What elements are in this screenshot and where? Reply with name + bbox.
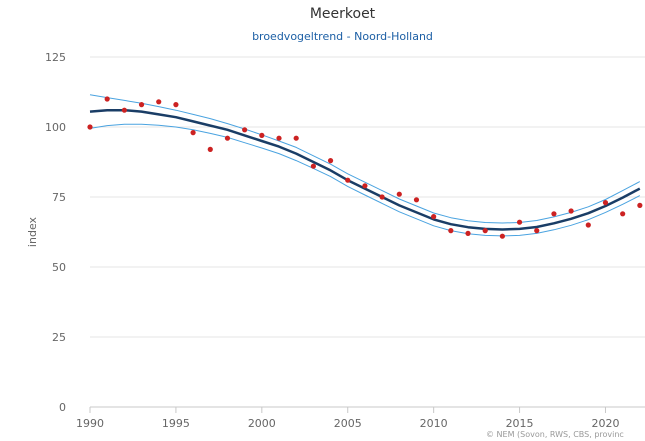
x-tick-label: 2000 (248, 417, 276, 430)
data-point (327, 158, 334, 164)
data-point (568, 208, 574, 214)
plot-area (87, 94, 643, 239)
data-point (242, 127, 248, 133)
chart-credits[interactable]: © NEM (Sovon, RWS, CBS, provinc (486, 430, 624, 439)
y-tick-label: 75 (52, 191, 66, 204)
data-point (379, 194, 385, 200)
data-point (207, 146, 213, 152)
data-point (259, 132, 265, 138)
data-point (276, 135, 282, 141)
chart-subtitle: broedvogeltrend - Noord-Holland (252, 30, 433, 43)
data-point (190, 130, 196, 136)
axes (89, 406, 645, 413)
data-point (551, 211, 557, 217)
data-point (293, 135, 299, 141)
y-tick-label: 100 (45, 121, 66, 134)
data-point (602, 200, 609, 206)
axis-labels: 0 25 50 75 100 125 1990 1995 2000 2005 2010 2015 202… (26, 51, 619, 430)
data-point (121, 107, 127, 113)
data-point (499, 233, 505, 239)
data-point (620, 211, 626, 217)
data-point (224, 135, 231, 141)
data-point (585, 222, 591, 228)
data-point (431, 214, 437, 220)
y-tick-label: 25 (52, 331, 66, 344)
x-tick-label: 2020 (591, 417, 619, 430)
data-point (173, 102, 179, 108)
data-point (362, 183, 368, 189)
y-tick-label: 0 (59, 401, 66, 414)
chart-title: Meerkoet (309, 6, 376, 22)
data-point (637, 202, 643, 208)
y-tick-label: 50 (52, 261, 66, 274)
confidence-lower-line (89, 123, 641, 237)
y-axis-label: index (26, 216, 39, 247)
data-point (138, 102, 145, 108)
y-tick-label: 125 (45, 51, 66, 64)
data-point (448, 228, 454, 234)
grid-lines (90, 56, 645, 338)
trend-line (89, 108, 641, 231)
confidence-upper-line (89, 94, 641, 224)
x-tick-label: 2015 (506, 417, 534, 430)
data-point (345, 177, 351, 183)
data-point (104, 96, 110, 102)
data-point (396, 191, 402, 197)
data-point (310, 163, 316, 169)
data-point (413, 197, 420, 203)
data-point (87, 124, 93, 130)
x-tick-label: 1995 (162, 417, 190, 430)
x-tick-label: 2005 (334, 417, 362, 430)
data-point (516, 219, 523, 225)
x-tick-label: 1990 (76, 417, 104, 430)
data-point (156, 99, 162, 105)
data-point (534, 228, 540, 234)
data-point (465, 230, 471, 236)
data-point (482, 228, 488, 234)
x-tick-label: 2010 (420, 417, 448, 430)
